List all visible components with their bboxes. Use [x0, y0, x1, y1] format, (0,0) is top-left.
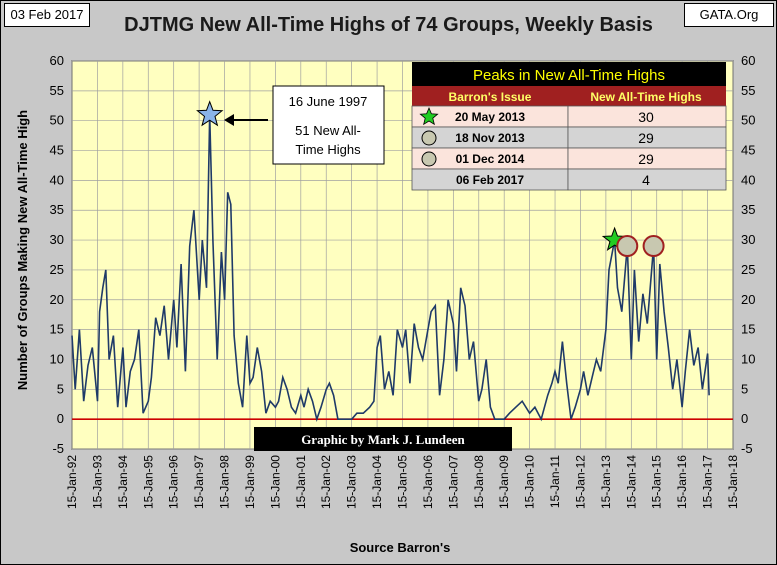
x-tick-label: 15-Jan-18: [726, 455, 740, 509]
credit-banner: Graphic by Mark J. Lundeen: [254, 427, 512, 451]
x-tick-label: 15-Jan-17: [701, 455, 715, 509]
table-value-text: 29: [638, 130, 654, 146]
x-tick-label: 15-Jan-04: [370, 455, 384, 509]
callout-line-1: 16 June 1997: [289, 94, 368, 109]
y-tick-label-left: 15: [50, 322, 64, 337]
x-tick-label: 15-Jan-08: [472, 455, 486, 509]
circle-icon: [421, 151, 437, 167]
y-tick-label-right: 60: [741, 53, 755, 68]
x-tick-label: 15-Jan-09: [497, 455, 511, 509]
x-tick-label: 15-Jan-15: [650, 455, 664, 509]
circle-icon: [421, 130, 437, 146]
x-tick-label: 15-Jan-94: [116, 455, 130, 509]
table-issue-text: 20 May 2013: [455, 110, 525, 124]
peaks-table: Peaks in New All-Time Highs Barron's Iss…: [411, 62, 727, 191]
y-tick-label-right: 45: [741, 143, 755, 158]
y-tick-label-left: 10: [50, 351, 64, 366]
y-tick-label-left: 20: [50, 292, 64, 307]
table-value-text: 30: [638, 109, 654, 125]
y-tick-label-right: 30: [741, 232, 755, 247]
x-tick-label: 15-Jan-92: [65, 455, 79, 509]
y-tick-label-right: 25: [741, 262, 755, 277]
date-label: 03 Feb 2017: [4, 3, 90, 27]
x-tick-label: 15-Jan-05: [396, 455, 410, 509]
y-tick-label-left: 40: [50, 172, 64, 187]
callout-line-2: 51 New All-: [295, 123, 361, 138]
y-tick-label-left: 5: [57, 381, 64, 396]
x-tick-label: 15-Jan-10: [523, 455, 537, 509]
x-tick-label: 15-Jan-13: [599, 455, 613, 509]
green-star-icon: [419, 106, 439, 126]
x-tick-label: 15-Jan-11: [548, 455, 562, 508]
circle-icon: [642, 235, 665, 258]
table-value-text: 4: [642, 172, 650, 188]
peaks-table-col1-header: Barron's Issue: [449, 90, 532, 104]
peaks-table-col2-header: New All-Time Highs: [590, 90, 702, 104]
table-value-text: 29: [638, 151, 654, 167]
y-tick-label-left: 60: [50, 53, 64, 68]
y-tick-label-left: 35: [50, 202, 64, 217]
x-tick-label: 15-Jan-06: [421, 455, 435, 509]
x-tick-label: 15-Jan-07: [446, 455, 460, 509]
peak-1997-callout: 16 June 1997 51 New All- Time Highs: [224, 85, 385, 165]
chart-title: DJTMG New All-Time Highs of 74 Groups, W…: [124, 14, 653, 36]
table-issue-text: 06 Feb 2017: [456, 173, 524, 187]
x-tick-label: 15-Jan-03: [345, 455, 359, 509]
y-tick-label-right: 55: [741, 83, 755, 98]
y-tick-label-right: 35: [741, 202, 755, 217]
y-tick-label-right: 10: [741, 351, 755, 366]
table-issue-text: 18 Nov 2013: [455, 131, 525, 145]
table-issue-text: 01 Dec 2014: [456, 152, 525, 166]
x-tick-label: 15-Jan-01: [294, 455, 308, 509]
x-tick-label: 15-Jan-99: [243, 455, 257, 509]
x-tick-label: 15-Jan-95: [141, 455, 155, 509]
y-tick-label-left: -5: [52, 441, 64, 456]
x-tick-label: 15-Jan-12: [573, 455, 587, 509]
y-tick-label-left: 0: [57, 411, 64, 426]
callout-line-3: Time Highs: [295, 142, 361, 157]
x-tick-label: 15-Jan-16: [675, 455, 689, 509]
x-tick-label: 15-Jan-98: [218, 455, 232, 509]
y-tick-label-right: 40: [741, 172, 755, 187]
x-tick-label: 15-Jan-93: [90, 455, 104, 509]
peak-markers: [196, 100, 665, 258]
y-tick-label-right: 20: [741, 292, 755, 307]
y-tick-label-right: 5: [741, 381, 748, 396]
y-axis-label: Number of Groups Making New All-Time Hig…: [15, 110, 30, 390]
y-tick-label-left: 55: [50, 83, 64, 98]
x-tick-label: 15-Jan-97: [192, 455, 206, 509]
credit-text: Graphic by Mark J. Lundeen: [301, 432, 465, 447]
y-tick-label-left: 30: [50, 232, 64, 247]
y-tick-label-right: 50: [741, 113, 755, 128]
x-tick-label: 15-Jan-02: [319, 455, 333, 509]
circle-icon: [616, 235, 639, 258]
x-tick-label: 15-Jan-00: [268, 455, 282, 509]
peaks-table-title: Peaks in New All-Time Highs: [473, 67, 665, 84]
x-tick-label: 15-Jan-96: [167, 455, 181, 509]
y-tick-label-left: 45: [50, 143, 64, 158]
y-tick-label-left: 25: [50, 262, 64, 277]
x-tick-label: 15-Jan-14: [624, 455, 638, 509]
series-line: [71, 114, 710, 423]
x-axis-label: Source Barron's: [350, 540, 451, 555]
y-tick-label-left: 50: [50, 113, 64, 128]
y-tick-label-right: -5: [741, 441, 753, 456]
table-cell-value: [567, 168, 727, 191]
blue-star-icon: [196, 100, 224, 127]
y-tick-label-right: 15: [741, 322, 755, 337]
y-tick-label-right: 0: [741, 411, 748, 426]
source-org-label: GATA.Org: [684, 3, 774, 27]
